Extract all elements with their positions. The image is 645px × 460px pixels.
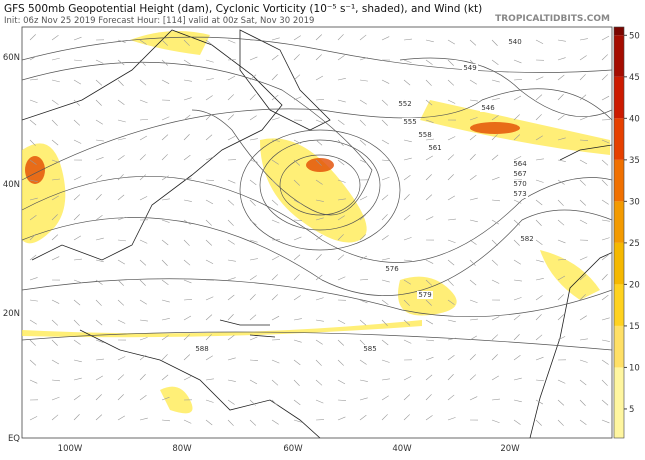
colorbar-tick-label: 30 xyxy=(629,197,640,207)
contour-label: 561 xyxy=(428,144,441,152)
colorbar-tick-label: 45 xyxy=(629,73,640,83)
colorbar-segment xyxy=(614,118,624,160)
colorbar-segment xyxy=(614,243,624,285)
colorbar-segment xyxy=(614,326,624,368)
colorbar-segment xyxy=(614,35,624,77)
contour-label: 549 xyxy=(463,64,476,72)
lat-label: 60N xyxy=(3,53,20,63)
contour-label: 567 xyxy=(513,170,526,178)
colorbar-tick-label: 35 xyxy=(629,156,640,166)
lon-label: 80W xyxy=(172,444,192,454)
contour-label: 582 xyxy=(520,235,533,243)
contour-label: 555 xyxy=(403,118,416,126)
lat-label: 20N xyxy=(3,309,20,319)
colorbar-tick-label: 10 xyxy=(629,363,640,373)
contour-label: 573 xyxy=(513,190,526,198)
lon-label: 20W xyxy=(500,444,520,454)
lon-label: 60W xyxy=(283,444,303,454)
colorbar-tick-label: 15 xyxy=(629,322,640,332)
subtitle: Init: 06z Nov 25 2019 Forecast Hour: [11… xyxy=(4,16,314,26)
colorbar-tick-label: 25 xyxy=(629,239,640,249)
colorbar-tick-label: 40 xyxy=(629,114,640,124)
contour-label: 576 xyxy=(385,265,399,273)
contour-label: 564 xyxy=(513,160,527,168)
lat-label: EQ xyxy=(8,434,20,444)
credit: TROPICALTIDBITS.COM xyxy=(495,14,610,24)
colorbar-tick-label: 20 xyxy=(629,280,640,290)
contour-label: 546 xyxy=(481,104,495,112)
lon-label: 100W xyxy=(58,444,83,454)
contour-label: 570 xyxy=(513,180,526,188)
colorbar-segment xyxy=(614,27,624,35)
contour-label: 585 xyxy=(363,345,376,353)
contour-label: 558 xyxy=(418,131,431,139)
colorbar-segment xyxy=(614,160,624,202)
colorbar-tick-label: 5 xyxy=(629,405,634,415)
title: GFS 500mb Geopotential Height (dam), Cyc… xyxy=(4,3,482,15)
colorbar-segment xyxy=(614,367,624,438)
lat-label: 40N xyxy=(3,180,20,190)
contour-label: 540 xyxy=(508,38,521,46)
colorbar-tick-label: 50 xyxy=(629,31,640,41)
contour-label: 552 xyxy=(398,100,411,108)
contour-label: 588 xyxy=(195,345,208,353)
lon-label: 40W xyxy=(392,444,412,454)
colorbar-segment xyxy=(614,77,624,119)
map-frame xyxy=(22,27,622,438)
colorbar-segment xyxy=(614,284,624,326)
contour-label: 579 xyxy=(418,291,431,299)
colorbar-segment xyxy=(614,201,624,243)
